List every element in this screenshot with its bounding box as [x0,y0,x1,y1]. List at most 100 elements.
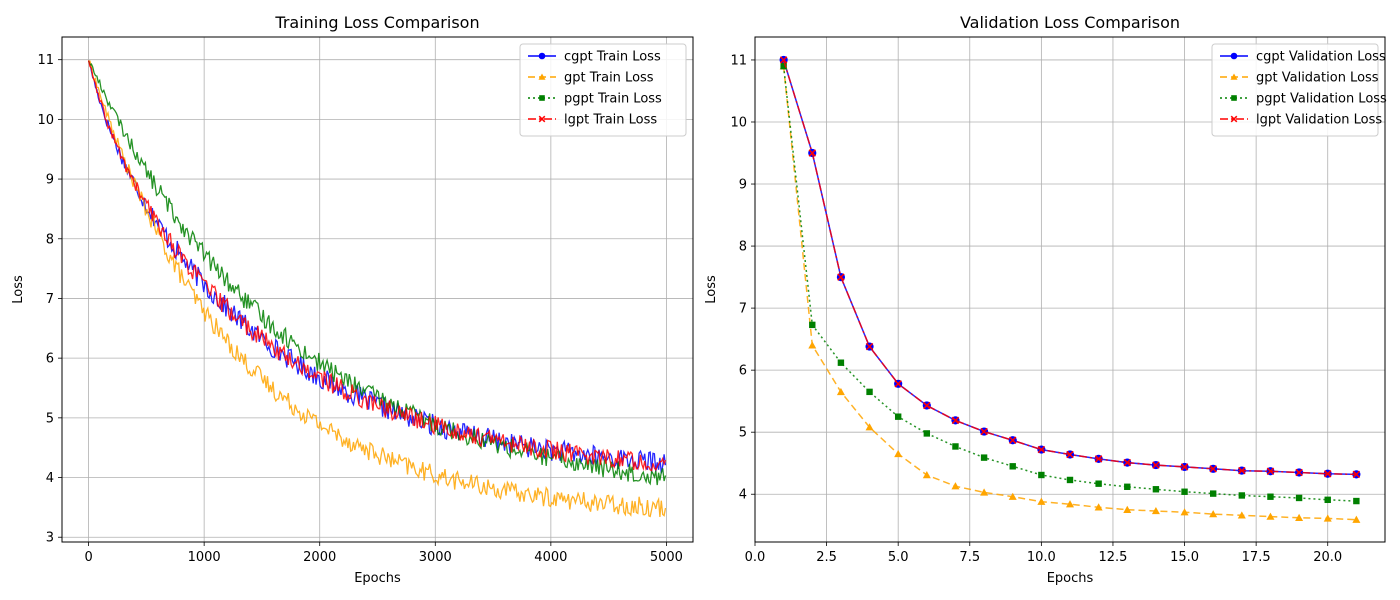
data-point-pgpt [1238,492,1246,499]
data-point-gpt [1237,511,1246,519]
data-point-lgpt [980,427,988,436]
data-point-lgpt [1295,468,1303,477]
y-tick-label: 9 [739,178,747,193]
y-tick-label: 10 [37,113,54,128]
chart-title: Training Loss Comparison [274,13,479,32]
y-tick-label: 4 [46,471,54,486]
data-point-pgpt [1209,490,1217,497]
legend-label: lgpt Train Loss [564,113,657,128]
data-point-gpt [865,423,874,431]
legend-label: gpt Validation Loss [1256,71,1379,86]
legend-label: pgpt Validation Loss [1256,92,1387,107]
data-point-gpt [808,341,817,349]
data-point-gpt [1066,500,1074,508]
legend [1211,43,1379,137]
x-tick-label: 2.5 [816,550,837,565]
x-tick-label: 1000 [188,550,221,565]
data-point-gpt [1151,506,1160,515]
legend [519,43,687,137]
x-tick-label: 15.0 [1170,550,1199,565]
data-point-pgpt [1152,486,1160,493]
training-loss-chart: 3 4 5 6 7 8 9 10 11 0 1000 2000 3000 4000 5000 Training… [11,13,694,586]
data-point-lgpt [923,401,931,410]
data-point-lgpt [1266,467,1275,476]
y-tick-label: 5 [739,426,747,441]
x-tick-label: 20.0 [1313,550,1342,565]
y-tick-label: 6 [739,364,747,379]
legend-marker [539,95,545,101]
x-axis-label: Epochs [354,571,401,586]
data-point-lgpt [1209,465,1217,473]
data-point-pgpt [923,430,931,437]
chart-title: Validation Loss Comparison [960,13,1180,32]
legend-marker [1230,73,1238,80]
legend-marker [538,73,546,80]
data-point-pgpt [980,454,988,461]
data-point-lgpt [837,273,845,281]
legend-marker [1231,95,1237,101]
x-tick-label: 5000 [650,550,683,565]
data-point-gpt [922,470,931,479]
y-tick-label: 7 [739,302,747,317]
data-point-lgpt [1180,463,1189,471]
data-point-gpt [1266,512,1275,520]
data-point-gpt [951,482,960,490]
legend-marker [1230,115,1238,123]
data-point-pgpt [1181,488,1188,495]
data-point-gpt [1037,497,1046,505]
y-tick-label: 3 [46,531,54,546]
y-tick-label: 5 [46,411,54,426]
y-tick-label: 8 [46,232,54,247]
data-point-lgpt [1152,461,1160,469]
data-point-gpt [1323,514,1332,522]
data-point-lgpt [894,380,902,388]
y-tick-label: 10 [730,115,747,130]
x-tick-label: 5.0 [888,550,909,565]
data-point-gpt [980,488,989,496]
axes-frame [754,36,1386,543]
data-point-gpt [1094,503,1103,511]
data-point-pgpt [1009,463,1016,470]
data-point-lgpt [865,342,874,351]
y-tick-label: 8 [739,240,747,255]
y-tick-label: 4 [739,488,747,503]
data-point-gpt [894,449,903,458]
data-point-pgpt [1353,497,1360,505]
legend-label: lgpt Validation Loss [1256,113,1382,128]
data-point-pgpt [866,388,873,396]
data-point-pgpt [894,413,902,420]
data-point-gpt [836,387,845,396]
data-point-pgpt [1066,476,1074,484]
x-axis-label: Epochs [1047,571,1094,586]
data-point-lgpt [1323,470,1332,478]
axes-frame [61,36,694,543]
data-point-lgpt [1094,455,1103,463]
legend-label: pgpt Train Loss [564,92,662,107]
data-point-lgpt [779,56,788,64]
validation-loss-chart: 4 5 6 7 8 9 10 11 0.0 2.5 5.0 7.5 10.0 12.5 15.0 17.5 20… [704,13,1387,586]
data-point-lgpt [1123,458,1132,467]
data-point-gpt [1008,492,1017,500]
legend-label: cgpt Train Loss [564,50,661,65]
x-tick-label: 7.5 [959,550,980,565]
y-tick-label: 11 [37,53,54,68]
data-point-gpt [1123,505,1132,513]
data-point-lgpt [1238,466,1246,475]
data-point-pgpt [952,443,959,450]
data-point-pgpt [1095,480,1102,487]
data-point-lgpt [1008,436,1017,444]
data-point-pgpt [1324,496,1331,504]
y-tick-label: 9 [46,173,54,188]
data-point-gpt [1295,513,1304,522]
x-tick-label: 0 [84,550,92,565]
legend-marker [1230,52,1238,60]
series-line-gpt [88,60,667,518]
data-point-pgpt [1267,493,1274,500]
legend-label: cgpt Validation Loss [1256,50,1386,65]
x-tick-label: 10.0 [1027,550,1056,565]
x-tick-label: 17.5 [1242,550,1271,565]
y-axis-label: Loss [704,275,719,304]
legend-label: gpt Train Loss [564,71,654,86]
data-point-lgpt [1066,450,1074,459]
